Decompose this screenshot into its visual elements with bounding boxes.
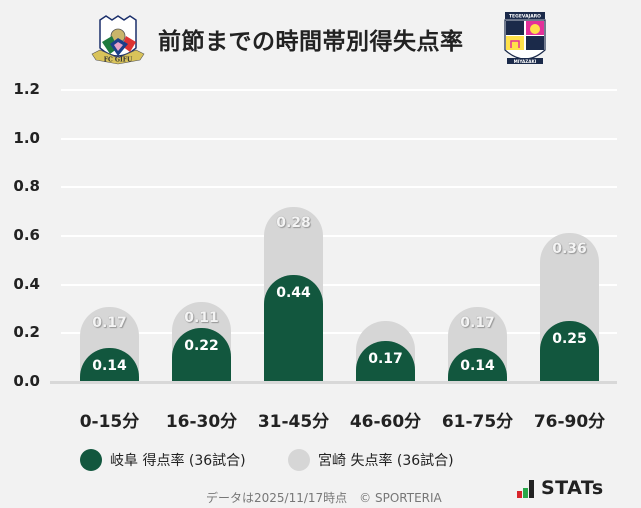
x-axis-tick-label: 76-90分 bbox=[533, 412, 606, 432]
bar-away-value-label: 0.11 bbox=[184, 309, 219, 326]
x-axis-tick-label: 31-45分 bbox=[257, 412, 330, 432]
gridline bbox=[61, 283, 617, 286]
data-source-note: データは2025/11/17時点 © SPORTERIA bbox=[206, 491, 442, 505]
brand-bar-green-icon bbox=[523, 488, 528, 498]
y-axis-tick-label: 0.0 bbox=[13, 372, 40, 390]
bar-home-value-label: 0.44 bbox=[276, 284, 311, 301]
bar-away-value-label: 0.17 bbox=[92, 314, 127, 331]
brand-bar-red-icon bbox=[517, 491, 522, 498]
gridline bbox=[61, 332, 617, 335]
bar-home-value-label: 0.14 bbox=[460, 357, 495, 374]
legend-label-away: 宮崎 失点率 (36試合) bbox=[318, 453, 454, 469]
svg-text:FC GIFU: FC GIFU bbox=[104, 57, 133, 64]
bar-home-value-label: 0.17 bbox=[368, 350, 403, 367]
y-axis-tick-label: 0.6 bbox=[13, 225, 40, 244]
bar-away-value-label: 0.17 bbox=[460, 314, 495, 331]
bar-home-value-label: 0.22 bbox=[184, 338, 219, 355]
svg-text:MIYAZAKI: MIYAZAKI bbox=[514, 59, 537, 64]
bar-home bbox=[264, 274, 323, 382]
legend-label-home: 岐阜 得点率 (36試合) bbox=[110, 453, 246, 469]
fc-gifu-logo: FC GIFU bbox=[90, 14, 146, 70]
gridline bbox=[61, 234, 617, 237]
brand-name: STATs bbox=[541, 477, 604, 499]
bar-away-value-label: 0.28 bbox=[276, 214, 311, 231]
x-axis-tick-label: 16-30分 bbox=[165, 412, 238, 432]
x-axis-tick-label: 61-75分 bbox=[441, 412, 514, 432]
bar-home bbox=[356, 340, 415, 382]
x-axis-tick-label: 0-15分 bbox=[79, 412, 140, 432]
legend-item-away: 宮崎 失点率 (36試合) bbox=[288, 449, 454, 471]
stats-brand-logo: STATs bbox=[517, 478, 604, 498]
y-axis-tick-label: 0.4 bbox=[13, 274, 40, 293]
bar-home bbox=[172, 328, 231, 382]
legend-swatch-home bbox=[80, 449, 102, 471]
legend-item-home: 岐阜 得点率 (36試合) bbox=[80, 449, 246, 471]
bar-home-value-label: 0.25 bbox=[552, 331, 587, 348]
brand-bar-black-icon bbox=[529, 480, 534, 498]
svg-text:TEGEVAJARO: TEGEVAJARO bbox=[509, 14, 541, 20]
x-axis-tick-label: 46-60分 bbox=[349, 412, 422, 432]
x-axis-baseline bbox=[50, 381, 617, 384]
legend-swatch-away bbox=[288, 449, 310, 471]
gridline bbox=[61, 137, 617, 140]
y-axis-tick-label: 1.0 bbox=[13, 128, 40, 147]
bar-away-value-label: 0.36 bbox=[552, 241, 587, 258]
tegevajaro-miyazaki-logo: TEGEVAJARO MIYAZAKI bbox=[503, 10, 547, 72]
bar-home bbox=[540, 321, 599, 382]
gridline bbox=[61, 88, 617, 91]
y-axis-tick-label: 0.8 bbox=[13, 177, 40, 196]
bar-home-value-label: 0.14 bbox=[92, 357, 127, 374]
y-axis-tick-label: 0.2 bbox=[13, 323, 40, 342]
gridline bbox=[61, 186, 617, 189]
y-axis-tick-label: 1.2 bbox=[13, 79, 40, 98]
chart-title: 前節までの時間帯別得失点率 bbox=[158, 29, 464, 55]
